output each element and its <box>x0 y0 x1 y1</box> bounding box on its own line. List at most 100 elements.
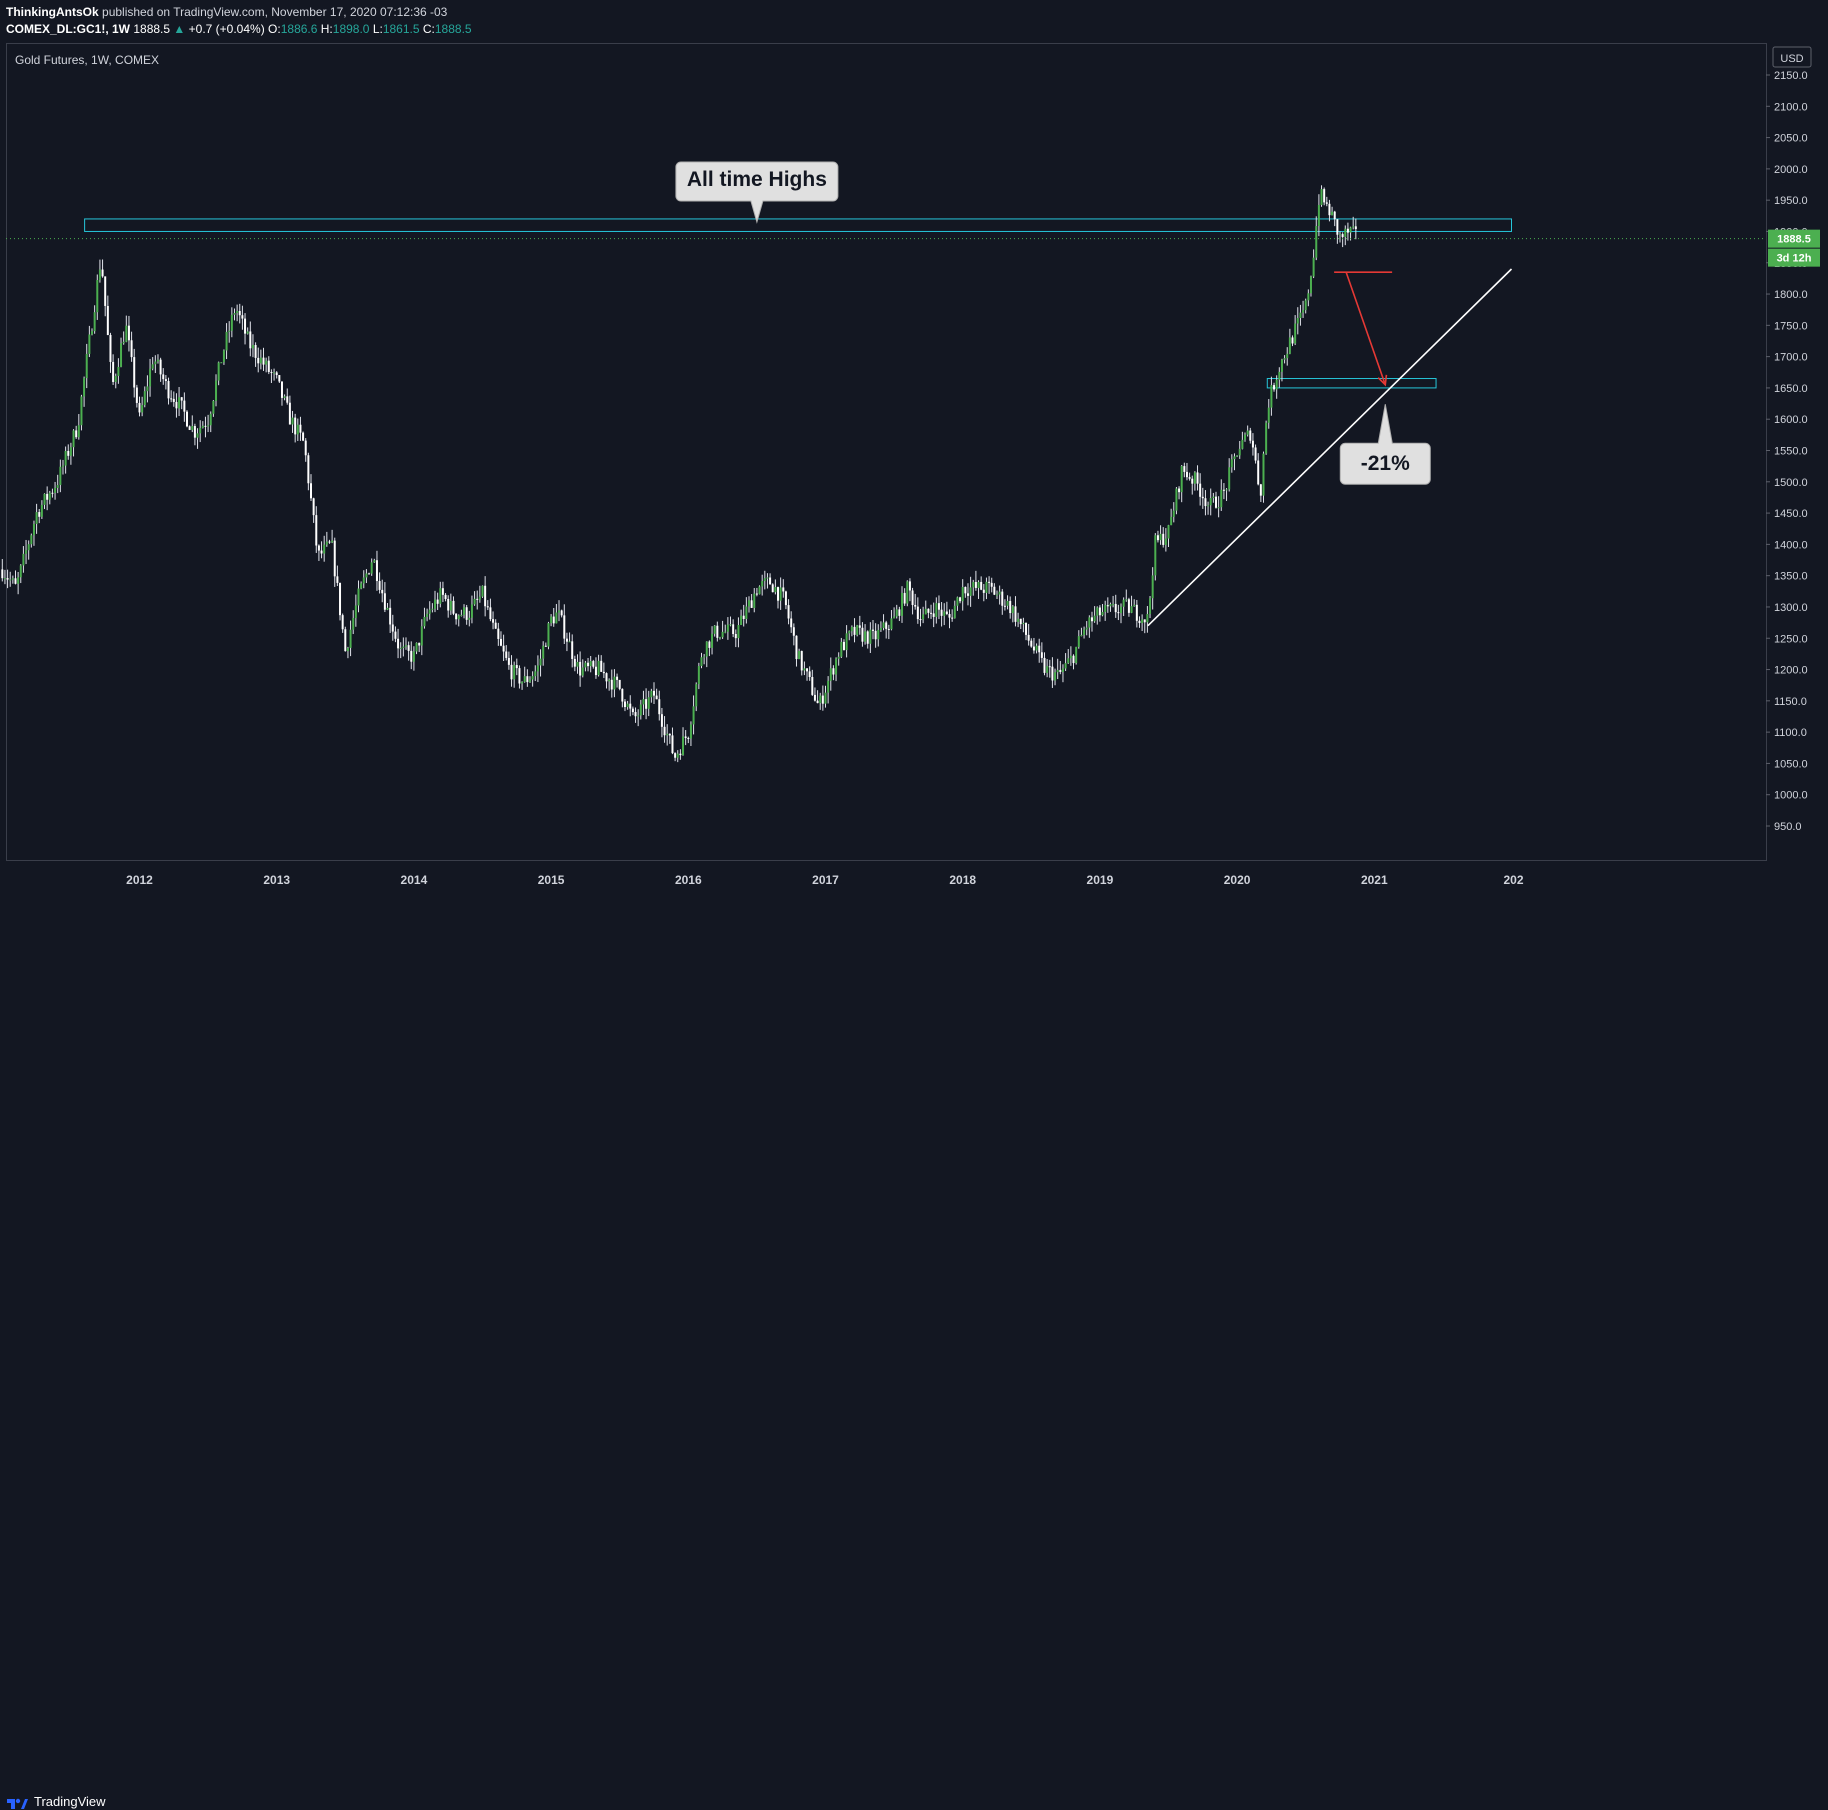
candle-body <box>547 623 550 647</box>
candle-body <box>803 668 806 671</box>
candle-body <box>1217 507 1220 509</box>
candle-body <box>858 625 861 628</box>
candle-body <box>1175 488 1178 511</box>
candle-body <box>476 598 479 600</box>
candle-body <box>339 582 342 616</box>
all-time-high-zone <box>84 218 1513 232</box>
candle-body <box>824 692 827 704</box>
candle-body <box>11 578 14 580</box>
candle-body <box>1270 385 1273 408</box>
candle-body <box>1067 658 1070 664</box>
candle-body <box>418 642 421 646</box>
candle-body <box>1346 228 1349 233</box>
candle-body <box>1130 606 1133 613</box>
candle-body <box>75 430 78 438</box>
candle-body <box>1317 204 1320 227</box>
y-axis-tick-label: 1650.0 <box>1774 383 1808 395</box>
candle-body <box>684 736 687 738</box>
candle-body <box>317 545 320 551</box>
candle-body <box>1046 666 1049 673</box>
candle-body <box>827 680 830 693</box>
x-axis-tick-label: 2012 <box>126 873 153 887</box>
candle-body <box>1141 619 1144 624</box>
candle-body <box>1259 484 1262 496</box>
candle-body <box>341 615 344 630</box>
candle-body <box>1043 657 1046 673</box>
candle-body <box>455 613 458 620</box>
chart-pane[interactable] <box>6 43 1767 861</box>
percent-drop-callout[interactable] <box>1339 404 1431 485</box>
candle-body <box>59 466 62 486</box>
candle-body <box>241 315 244 319</box>
candle-body <box>716 625 719 638</box>
candle-body <box>718 637 721 639</box>
candle-body <box>222 350 225 363</box>
candle-body <box>199 427 202 434</box>
candle-body <box>1027 634 1030 641</box>
x-axis-tick-label: 2014 <box>401 873 428 887</box>
price-chart[interactable]: All time Highs -21% 950.0 1000.0 1050.0 1100… <box>0 0 1828 930</box>
candle-body <box>544 645 547 647</box>
candle-body <box>1267 407 1270 423</box>
candle-body <box>769 577 772 585</box>
candle-body <box>642 699 645 705</box>
candle-body <box>1072 655 1075 664</box>
candle-body <box>1236 455 1239 457</box>
candle-body <box>594 666 597 676</box>
candle-body <box>85 353 88 379</box>
candle-body <box>344 629 347 652</box>
currency-button[interactable]: USD <box>1772 46 1812 68</box>
candle-body <box>1193 472 1196 484</box>
candle-body <box>412 651 415 662</box>
candle-body <box>1315 226 1318 258</box>
candle-body <box>689 724 692 739</box>
y-axis-tick-label: 2100.0 <box>1774 101 1808 113</box>
tradingview-logo-icon[interactable] <box>6 1794 28 1810</box>
candle-body <box>763 578 766 582</box>
y-axis-tick-label: 1750.0 <box>1774 320 1808 332</box>
candle-body <box>1312 257 1315 277</box>
candle-body <box>1225 489 1228 491</box>
candle-body <box>771 584 774 593</box>
candle-body <box>486 606 489 608</box>
candle-body <box>974 582 977 588</box>
projection-arrow-head-icon <box>1377 374 1388 387</box>
candle-body <box>616 676 619 680</box>
x-axis-tick-label: 2016 <box>675 873 702 887</box>
candle-body <box>431 608 434 610</box>
candle-body <box>217 362 220 381</box>
candle-body <box>576 661 579 667</box>
y-axis-tick-label: 2050.0 <box>1774 133 1808 145</box>
candle-body <box>935 603 938 617</box>
candle-body <box>220 362 223 364</box>
close-value: 1888.5 <box>434 22 472 36</box>
author-name[interactable]: ThinkingAntsOk <box>6 5 99 19</box>
candle-body <box>294 417 297 435</box>
candle-body <box>183 400 186 412</box>
candle-body <box>473 598 476 605</box>
candle-body <box>1135 604 1138 621</box>
candle-body <box>877 629 880 640</box>
candle-body <box>48 492 51 500</box>
candle-body <box>439 588 442 604</box>
candle-body <box>930 612 933 614</box>
candle-body <box>1127 599 1130 613</box>
candle-body <box>302 432 305 441</box>
footer-brand[interactable]: TradingView <box>34 1794 106 1809</box>
candle-body <box>225 331 228 351</box>
candle-body <box>122 341 125 344</box>
candle-body <box>800 651 803 671</box>
candle-body <box>386 607 389 610</box>
all-time-highs-callout[interactable] <box>675 161 839 224</box>
candle-body <box>629 703 632 709</box>
candle-body <box>180 397 183 401</box>
candle-body <box>1246 430 1249 435</box>
candle-body <box>679 753 682 756</box>
candle-body <box>423 616 426 627</box>
symbol-label[interactable]: COMEX_DL:GC1!, 1W <box>6 22 131 36</box>
candle-body <box>151 364 154 369</box>
candle-body <box>365 573 368 578</box>
candle-body <box>96 279 99 313</box>
projection-arrow[interactable] <box>1345 271 1387 386</box>
support-trendline[interactable] <box>1147 268 1513 627</box>
